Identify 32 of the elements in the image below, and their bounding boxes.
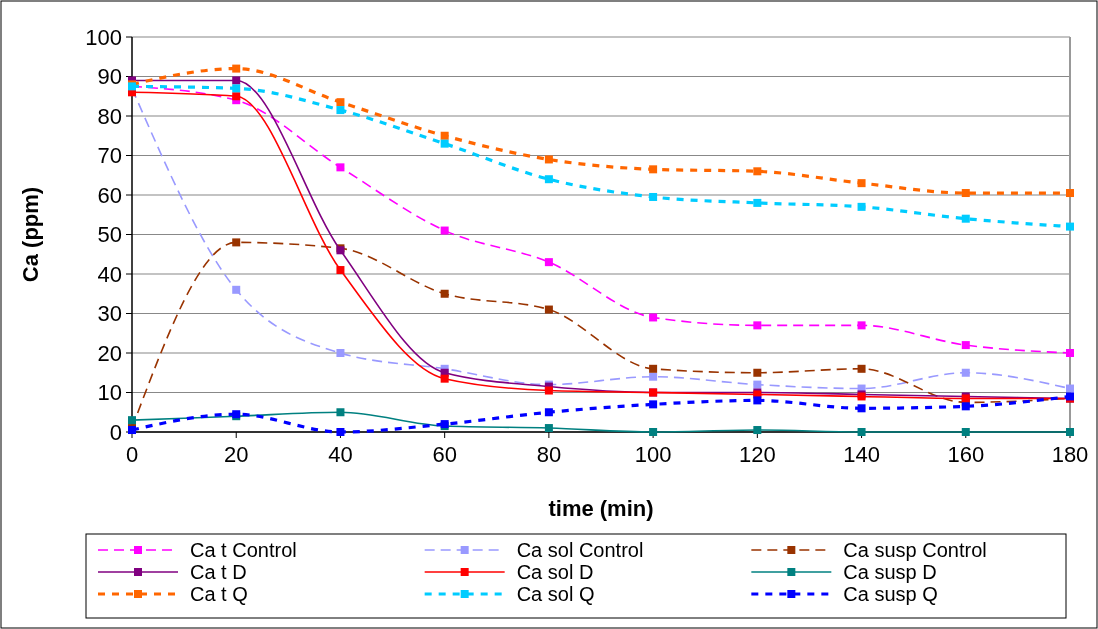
- y-tick-label: 70: [97, 143, 122, 169]
- x-tick-label: 180: [1051, 442, 1089, 467]
- x-tick-label: 20: [223, 442, 249, 467]
- y-tick-label: 30: [97, 301, 122, 327]
- legend-label: Ca susp D: [843, 561, 937, 583]
- y-tick-label: 100: [85, 24, 122, 50]
- legend-label: Ca sol Q: [516, 583, 595, 605]
- y-tick-label: 40: [97, 261, 122, 287]
- y-tick-label: 90: [97, 64, 122, 90]
- y-axis-title: Ca (ppm): [18, 186, 43, 283]
- legend-label: Ca t D: [190, 561, 247, 583]
- x-tick-label: 0: [125, 442, 139, 467]
- x-tick-label: 80: [536, 442, 562, 467]
- y-tick-label: 50: [97, 222, 122, 248]
- x-tick-label: 160: [947, 442, 985, 467]
- y-tick-label: 20: [97, 340, 122, 366]
- x-tick-label: 100: [634, 442, 672, 467]
- y-tick-label: 80: [97, 103, 122, 129]
- y-tick-label: 10: [97, 380, 122, 406]
- x-tick-label: 60: [432, 442, 457, 467]
- legend-label: Ca sol D: [516, 561, 594, 583]
- y-tick-label: 0: [109, 419, 122, 445]
- x-tick-label: 140: [843, 442, 880, 467]
- y-tick-label: 60: [97, 182, 122, 208]
- legend-label: Ca t Control: [190, 539, 297, 561]
- legend-label: Ca susp Q: [843, 583, 938, 605]
- x-axis-title: time (min): [548, 496, 654, 521]
- legend-label: Ca t Q: [190, 583, 248, 605]
- legend-label: Ca sol Control: [516, 539, 644, 561]
- legend-label: Ca susp Control: [843, 539, 987, 561]
- x-tick-label: 120: [738, 442, 776, 467]
- x-tick-label: 40: [328, 442, 353, 467]
